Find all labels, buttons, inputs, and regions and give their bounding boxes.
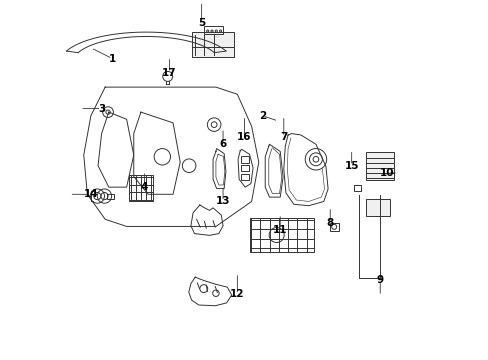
Text: 4: 4 bbox=[141, 182, 148, 192]
Text: 9: 9 bbox=[376, 275, 383, 285]
Text: 15: 15 bbox=[344, 161, 358, 171]
Text: 16: 16 bbox=[237, 132, 251, 142]
Text: 7: 7 bbox=[280, 132, 287, 142]
Text: 8: 8 bbox=[326, 218, 333, 228]
Text: 5: 5 bbox=[198, 18, 205, 28]
Text: 1: 1 bbox=[108, 54, 116, 64]
Bar bbox=[106, 194, 114, 199]
Bar bbox=[241, 157, 248, 163]
Text: 11: 11 bbox=[272, 225, 287, 235]
Bar bbox=[129, 175, 153, 201]
Text: 14: 14 bbox=[83, 189, 98, 199]
Text: 10: 10 bbox=[379, 168, 394, 178]
Bar bbox=[241, 174, 248, 180]
Bar bbox=[353, 185, 360, 192]
Text: 17: 17 bbox=[162, 68, 177, 78]
Text: 6: 6 bbox=[219, 139, 226, 149]
Bar bbox=[241, 165, 248, 171]
Bar bbox=[329, 223, 338, 231]
Text: 2: 2 bbox=[258, 111, 265, 121]
Bar bbox=[204, 26, 223, 34]
Bar bbox=[365, 199, 389, 216]
Text: 3: 3 bbox=[98, 104, 105, 113]
Text: 13: 13 bbox=[215, 197, 230, 206]
Text: 12: 12 bbox=[230, 289, 244, 299]
Bar bbox=[365, 152, 393, 180]
Bar bbox=[191, 32, 233, 57]
Bar bbox=[250, 218, 313, 252]
